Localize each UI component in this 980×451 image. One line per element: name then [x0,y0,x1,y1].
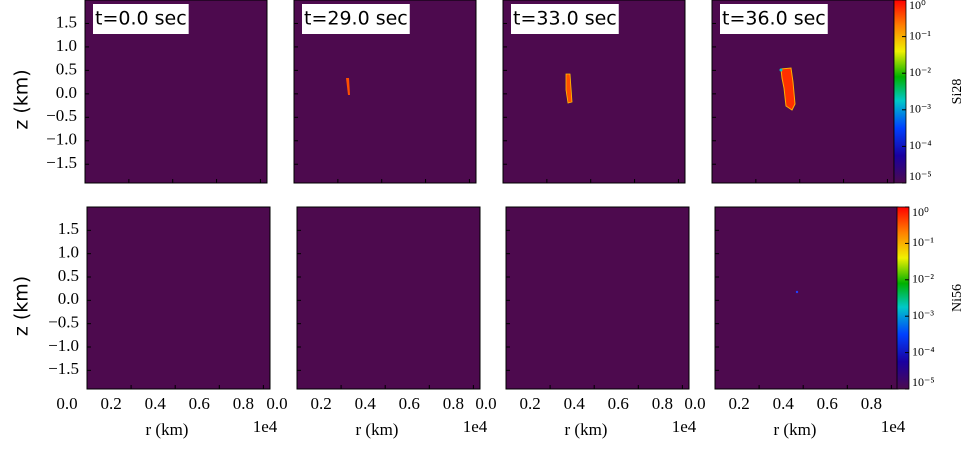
streak [346,78,350,95]
y-tick-label: 0.0 [58,289,79,308]
panel-title: t=29.0 sec [304,8,408,30]
streak [780,67,796,111]
x-axis-label: r (km) [565,420,608,439]
colorbar-tick-label: 10⁻³ [909,102,931,116]
colorbar-tick-label: 10⁻⁵ [909,169,932,183]
x-tick-label: 0.8 [861,394,882,413]
colorbar-tick-label: 10⁻³ [912,308,934,322]
colorbar [893,0,907,184]
colorbar [896,206,910,390]
colorbar-tick-label: 10⁰ [909,0,926,12]
y-tick-label: −1.0 [46,130,77,149]
x-tick-label: 0.4 [355,394,377,413]
colorbar-tick-label: 10⁻⁵ [912,375,935,389]
x-offset-label: 1e4 [463,417,488,436]
x-tick-label: 0.0 [56,394,77,413]
colorbar-label: Si28 [950,79,965,105]
y-tick-label: −0.5 [48,313,79,332]
title-box [720,4,828,34]
x-tick-label: 0.8 [652,394,673,413]
title-box [302,4,410,34]
colorbar-tick-label: 10⁻¹ [912,235,934,249]
streak-edge [779,68,783,72]
x-tick-label: 0.6 [817,394,838,413]
y-tick-label: 1.0 [58,243,79,262]
plots: 1.5 1.0 0.5 0.0 −0.5 −1.0 −1.5 t=0.0 sec t=29.0 … [11,0,965,439]
panel [505,206,690,390]
x-tick-label: 0.2 [728,394,749,413]
y-axis-label: z (km) [11,69,33,129]
panel-title: t=0.0 sec [95,8,187,30]
x-tick-label: 0.6 [399,394,420,413]
x-tick-label: 0.8 [443,394,464,413]
x-tick-label: 0.8 [233,394,254,413]
x-tick-label: 0.0 [475,394,496,413]
y-tick-label: −1.0 [48,336,79,355]
colorbar-tick-label: 10⁻⁴ [909,138,932,152]
y-tick-label: −1.5 [46,153,77,172]
y-tick-label: −0.5 [46,106,77,125]
x-tick-label: 0.6 [608,394,629,413]
x-tick-label: 0.0 [266,394,287,413]
features [346,67,799,294]
y-axis-label: z (km) [11,276,33,336]
x-tick-label: 0.6 [189,394,210,413]
x-tick-label: 0.4 [564,394,586,413]
x-offset-label: 1e4 [881,417,906,436]
speck [795,290,799,294]
y-tick-label: 0.0 [56,83,77,102]
x-tick-label: 0.2 [310,394,331,413]
colorbar-tick-label: 10⁻¹ [909,28,931,42]
y-tick-label: 0.5 [56,59,77,78]
title-box [511,4,619,34]
x-offset-label: 1e4 [253,417,278,436]
x-tick-label: 0.2 [100,394,121,413]
x-offset-label: 1e4 [672,417,697,436]
x-axis-label: r (km) [356,420,399,439]
y-tick-label: 1.5 [56,12,77,31]
y-tick-label: 1.0 [56,36,77,55]
title-box [93,4,189,34]
x-tick-label: 0.2 [519,394,540,413]
x-tick-label: 0.0 [684,394,705,413]
panel-title: t=33.0 sec [513,8,617,30]
panel [296,206,481,390]
x-tick-label: 0.4 [145,394,167,413]
panel [86,206,271,390]
colorbar-tick-label: 10⁻⁴ [912,344,935,358]
panel [714,206,899,390]
y-tick-label: −1.5 [48,359,79,378]
x-axis-label: r (km) [146,420,189,439]
x-axis-label: r (km) [774,420,817,439]
colorbar-tick-label: 10⁻² [912,272,934,286]
x-tick-label: 0.4 [773,394,795,413]
colorbar-tick-label: 10⁻² [909,65,931,79]
panel-title: t=36.0 sec [722,8,826,30]
colorbar-label: Ni56 [950,284,965,312]
colorbar-tick-label: 10⁰ [912,205,929,219]
streak [565,73,573,104]
y-tick-label: 1.5 [58,219,79,238]
y-tick-label: 0.5 [58,266,79,285]
